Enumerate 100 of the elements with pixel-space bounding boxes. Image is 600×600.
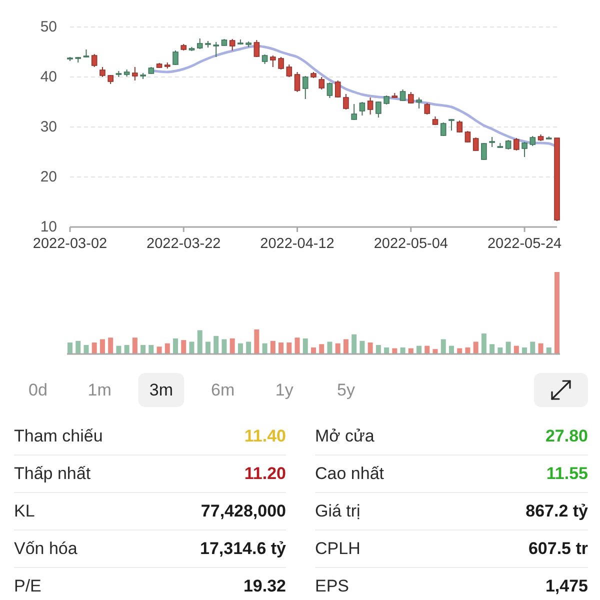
bar	[368, 342, 373, 354]
candlestick	[326, 82, 333, 98]
candlestick	[318, 76, 325, 90]
text: 607.5 tr	[528, 539, 588, 558]
category-label: Thấp nhất	[14, 464, 91, 483]
bar	[432, 349, 438, 354]
candlestick	[100, 66, 106, 78]
text: 1,475	[545, 576, 588, 596]
bar	[189, 342, 194, 354]
y-tick-label: 40	[40, 68, 57, 86]
x-tick-label: 2022-03-22	[146, 236, 221, 252]
y-tick-label: 20	[40, 168, 57, 186]
category-label: Vốn hóa	[14, 539, 78, 558]
category-label: Tham chiếu	[14, 426, 103, 446]
text: 19.32	[243, 576, 286, 596]
bar	[465, 347, 470, 354]
bar	[384, 347, 390, 354]
bar	[205, 342, 210, 354]
text: 867.2 tỷ	[526, 502, 588, 520]
candlestick	[286, 64, 292, 78]
bar	[278, 342, 284, 354]
bar	[343, 339, 348, 354]
candlestick	[448, 118, 454, 131]
candlestick	[416, 97, 422, 109]
bar	[400, 347, 406, 354]
bar	[246, 342, 252, 354]
candlestick	[472, 137, 479, 152]
candlestick	[481, 142, 487, 160]
bar	[319, 344, 324, 354]
bar	[238, 343, 243, 354]
candlestick	[505, 140, 512, 150]
bar	[530, 342, 536, 354]
bar	[156, 346, 162, 354]
candlestick	[424, 102, 430, 115]
x-tick-label: 2022-03-02	[32, 236, 108, 252]
x-tick-label: 2022-04-12	[260, 236, 334, 252]
bar	[222, 339, 227, 354]
bar	[538, 343, 544, 354]
bar	[254, 329, 260, 354]
text: 77,428,000	[200, 502, 286, 520]
bar	[440, 339, 446, 354]
bar	[286, 342, 292, 354]
candlestick	[489, 136, 495, 148]
candlestick	[343, 94, 349, 110]
category-label: CPLH	[315, 539, 360, 558]
bar	[302, 338, 308, 354]
bar	[481, 334, 486, 354]
candlestick	[270, 55, 276, 68]
category-label: Cao nhất	[315, 464, 384, 483]
category-label: 5y	[337, 380, 356, 400]
text: 17,314.6 tỷ	[200, 539, 286, 558]
bar	[76, 340, 81, 354]
candlestick	[522, 142, 528, 158]
candlestick	[213, 42, 219, 58]
bar	[100, 339, 105, 354]
x-tick-label: 2022-05-24	[487, 236, 562, 252]
text: 11.20	[244, 464, 286, 483]
category-label: KL	[14, 502, 35, 520]
candlestick	[132, 66, 138, 81]
bar	[197, 330, 202, 354]
bar	[262, 343, 268, 354]
bar	[554, 272, 560, 354]
bar	[490, 344, 495, 354]
category-label: 1y	[275, 380, 294, 400]
candlestick	[278, 56, 284, 70]
bar	[416, 346, 422, 354]
y-tick-label: 50	[40, 18, 57, 36]
candlestick	[294, 72, 300, 92]
candlestick	[530, 136, 536, 146]
candlestick	[91, 54, 98, 68]
text: 11.55	[546, 464, 588, 483]
candlestick	[351, 104, 357, 120]
bar	[92, 342, 97, 354]
text: 27.80	[545, 426, 588, 446]
category-label: P/E	[14, 576, 42, 596]
text: 11.40	[244, 426, 286, 446]
bar	[311, 347, 316, 354]
bar	[522, 347, 528, 354]
candlestick	[367, 97, 374, 115]
bar	[270, 340, 276, 354]
bar	[230, 338, 235, 354]
bar	[498, 347, 503, 354]
category-label: EPS	[315, 576, 350, 596]
candlestick	[359, 102, 366, 116]
y-tick-label: 30	[40, 118, 57, 136]
bar	[116, 346, 122, 354]
y-tick-label: 10	[40, 218, 57, 236]
category-label: 6m	[210, 380, 235, 400]
candlestick	[440, 122, 446, 136]
bar	[68, 342, 72, 354]
candlestick	[229, 38, 236, 51]
bar	[108, 338, 114, 354]
bar	[132, 338, 138, 354]
candlestick	[376, 101, 382, 118]
candlestick	[172, 50, 178, 66]
bar	[376, 344, 381, 354]
bar	[173, 338, 178, 354]
bar	[514, 346, 519, 354]
bar	[84, 344, 89, 354]
bar	[327, 342, 332, 354]
